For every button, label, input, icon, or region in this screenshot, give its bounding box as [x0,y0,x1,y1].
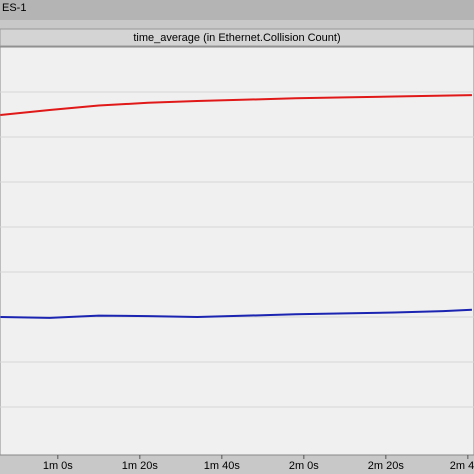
chart-title-bar [0,28,474,47]
plot-area [0,46,474,456]
x-tick-label: 1m 40s [204,460,241,472]
window-title-bar [0,0,474,20]
series-line [0,308,472,319]
x-tick-label: 2m 20s [368,460,405,472]
chart-title: time_average (in Ethernet.Collision Coun… [133,32,340,44]
x-tick-label: 1m 0s [43,460,73,472]
x-tick-label: 1m 20s [122,460,159,472]
x-tick-label: 2m 40s [450,460,474,472]
series-line [0,94,472,116]
x-tick-label: 2m 0s [289,460,319,472]
window-title: ES-1 [2,2,26,14]
